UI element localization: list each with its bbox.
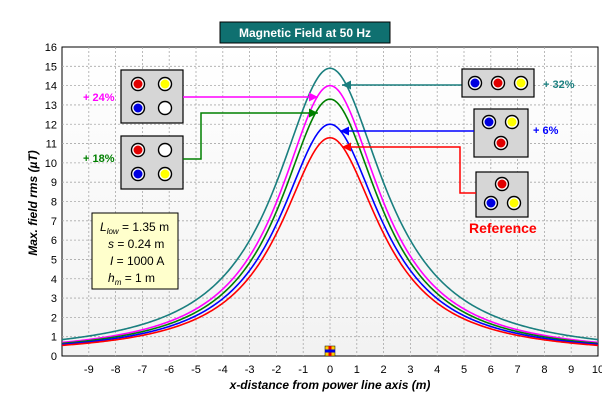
- x-tick-label: 0: [327, 364, 333, 376]
- y-tick-label: 10: [45, 158, 57, 170]
- phase-box-plus-18: [120, 135, 184, 190]
- x-tick-label: -1: [298, 364, 308, 376]
- y-tick-label: 15: [45, 61, 57, 73]
- arrow-plus-6: [340, 126, 474, 136]
- x-tick-label: -9: [84, 364, 94, 376]
- series-line-2: [61, 98, 599, 345]
- chart-title-box: [219, 21, 391, 44]
- phase-box-plus-24: [120, 69, 184, 124]
- origin-marker: [324, 345, 336, 357]
- phase-box-plus-6: [473, 108, 529, 158]
- label-plus-32: + 32%: [543, 79, 575, 91]
- param-s: s = 0.24 m: [108, 237, 164, 251]
- axis-ticks: -9 -8 -7 -6 -5 -4 -3 -2 -1 0 1 2 3 4 5 6 7 8 9 100123456789…: [45, 42, 602, 376]
- y-tick-label: 1: [51, 332, 57, 344]
- series-line-3: [61, 123, 599, 346]
- phase-box-reference: [475, 171, 529, 218]
- y-tick-label: 0: [51, 351, 57, 363]
- x-tick-label: -2: [272, 364, 282, 376]
- x-axis-label: x-distance from power line axis (m): [229, 378, 431, 392]
- y-tick-label: 13: [45, 100, 57, 112]
- arrow-reference: [342, 142, 476, 194]
- phase-box-plus-32: [461, 68, 535, 98]
- y-tick-label: 11: [46, 139, 57, 151]
- parameter-box: Llow = 1.35 m s = 0.24 m I = 1000 A hm =…: [91, 212, 179, 290]
- x-tick-label: -5: [191, 364, 201, 376]
- y-tick-label: 12: [45, 119, 57, 131]
- series-line-4: [61, 136, 599, 347]
- x-tick-label: 8: [541, 364, 547, 376]
- x-tick-label: 10: [592, 364, 602, 376]
- y-tick-label: 9: [51, 177, 57, 189]
- label-reference: Reference: [469, 220, 537, 236]
- label-plus-6: + 6%: [533, 125, 559, 137]
- x-tick-label: 1: [354, 364, 360, 376]
- label-plus-24: + 24%: [83, 92, 115, 104]
- y-tick-label: 3: [51, 293, 57, 305]
- x-tick-label: -8: [111, 364, 121, 376]
- series-lines: [61, 67, 599, 347]
- x-tick-label: 9: [568, 364, 574, 376]
- y-tick-label: 2: [51, 312, 57, 324]
- arrow-plus-32: [342, 80, 462, 90]
- y-axis-label: Max. field rms (µT): [26, 150, 40, 256]
- arrow-plus-24: [183, 92, 318, 102]
- y-tick-label: 4: [51, 274, 57, 286]
- y-tick-label: 14: [45, 81, 57, 93]
- param-height: hm = 1 m: [108, 271, 155, 287]
- chart-title: Magnetic Field at 50 Hz: [239, 26, 371, 40]
- x-tick-label: 4: [434, 364, 440, 376]
- x-tick-label: 6: [488, 364, 494, 376]
- y-tick-label: 16: [45, 42, 57, 54]
- x-tick-label: 3: [407, 364, 413, 376]
- series-line-0: [61, 67, 599, 341]
- annotations: + 32% + 24% + 18% + 6% Reference: [83, 68, 575, 236]
- param-l-low: Llow = 1.35 m: [100, 220, 169, 236]
- x-tick-label: 5: [461, 364, 467, 376]
- arrow-plus-18: [183, 108, 318, 160]
- label-plus-18: + 18%: [83, 153, 115, 165]
- y-tick-label: 5: [51, 254, 57, 266]
- y-tick-label: 6: [51, 235, 57, 247]
- x-tick-label: -3: [245, 364, 255, 376]
- y-tick-label: 7: [51, 216, 57, 228]
- x-tick-label: 7: [515, 364, 521, 376]
- x-tick-label: -4: [218, 364, 228, 376]
- x-tick-label: 2: [381, 364, 387, 376]
- x-tick-label: -7: [138, 364, 148, 376]
- y-tick-label: 8: [51, 197, 57, 209]
- x-tick-label: -6: [164, 364, 174, 376]
- series-line-1: [61, 84, 599, 344]
- param-current: I = 1000 A: [110, 254, 164, 268]
